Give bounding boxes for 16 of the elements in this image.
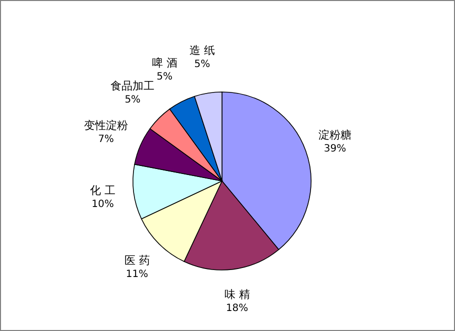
slice-label: 啤 酒 [152, 56, 178, 70]
slice-label: 食品加工 [110, 80, 155, 93]
data-label: 10% [92, 199, 114, 210]
slice-label: 化 工 [90, 184, 116, 198]
data-label: 39% [324, 143, 346, 154]
slice-label: 淀粉糖 [318, 128, 352, 142]
data-label: 18% [226, 303, 248, 314]
slice-label: 变性淀粉 [84, 118, 128, 132]
data-label: 7% [98, 134, 114, 145]
data-label: 5% [194, 59, 210, 70]
slice-label: 造 纸 [189, 44, 215, 58]
slice-label: 医 药 [124, 254, 150, 267]
data-label: 5% [156, 71, 173, 82]
slice-label: 味 精 [224, 288, 250, 302]
data-label: 5% [124, 94, 141, 106]
data-label: 11% [126, 268, 148, 280]
